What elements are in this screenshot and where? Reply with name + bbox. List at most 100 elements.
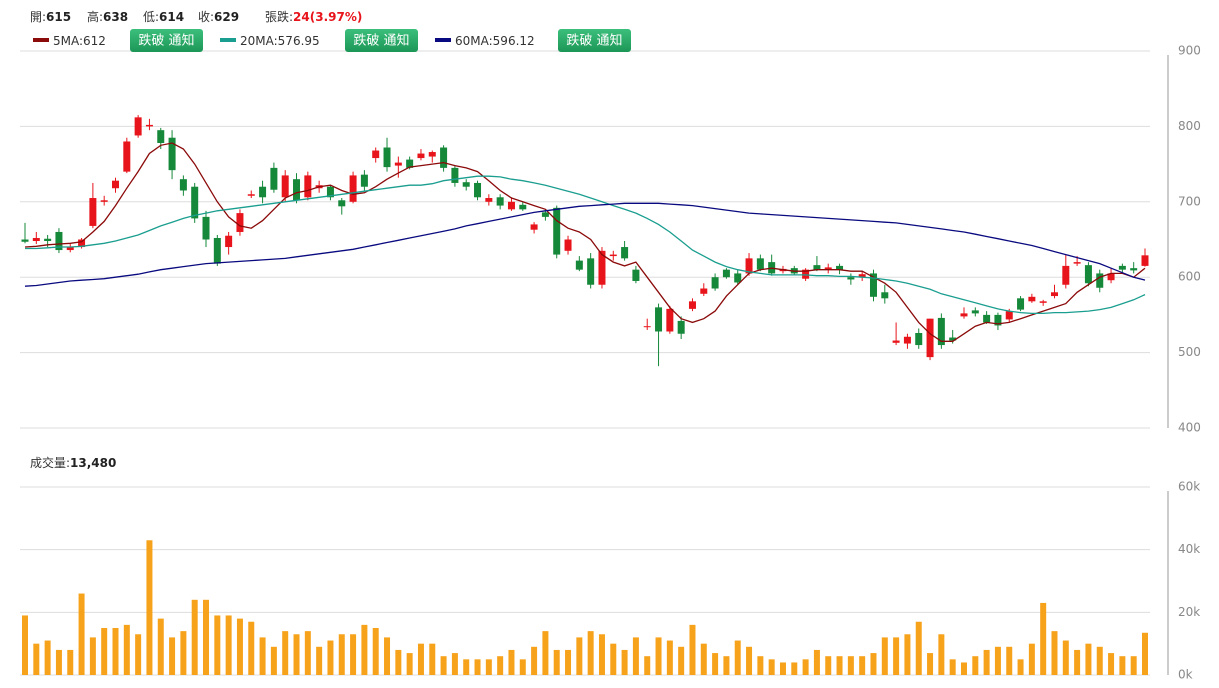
volume-bar [700,643,707,675]
candle-body [632,269,640,281]
candle-body [892,340,900,343]
candle-body [44,238,52,242]
candle-body [270,167,278,190]
alert-button[interactable]: 跌破 通知 [558,29,631,52]
volume-bar [1017,659,1024,675]
volume-bar [429,643,436,675]
quote-item: 開:615 [30,10,71,24]
candle-body [836,265,844,270]
candle-body [474,182,482,198]
quote-item: 低:614 [143,10,184,24]
candle-body [417,153,425,159]
candle-body [1039,301,1047,303]
volume-bar [870,653,877,675]
alert-button[interactable]: 跌破 通知 [130,29,203,52]
candle-body [881,292,889,299]
volume-bar [157,618,164,675]
volume-bar [1108,653,1115,675]
volume-bar [779,662,786,675]
volume-bar [474,659,481,675]
volume-bar [304,631,311,675]
legend-label: 20MA:576.95 [240,34,320,48]
volume-bar [768,659,775,675]
candle-body [971,310,979,314]
volume-bar [949,659,956,675]
button-bg [130,29,203,52]
volume-bar [531,646,538,675]
volume-bar [203,599,210,675]
candle-body [609,254,617,257]
volume-bar [542,631,549,675]
legend-value: 576.95 [278,34,320,48]
volume-bar [44,640,51,675]
volume-label: 成交量:13,480 [30,455,116,470]
volume-bar [191,599,198,675]
candle-body [326,186,334,198]
candle-body [643,326,651,328]
ma-line [25,175,1146,315]
volume-bar [1006,646,1013,675]
candle-body [745,258,753,274]
volume-bar [1085,643,1092,675]
y-tick-label: 400 [1178,421,1201,435]
y-tick-label: 40k [1178,542,1200,556]
volume-bar [904,634,911,675]
volume-bar [587,631,594,675]
volume-bar [259,637,266,675]
volume-bar [881,637,888,675]
volume-bar [248,621,255,675]
quote-label: 張跌: [265,9,293,24]
candle-body [451,167,459,183]
volume-bar [372,628,379,675]
volume-bar [417,643,424,675]
volume-bar [67,649,74,675]
candle-body [903,336,911,344]
volume-bar [123,624,130,675]
volume-bar [938,634,945,675]
candle-body [824,267,832,270]
candle-body [1028,296,1036,302]
quote-value: 638 [103,10,128,24]
volume-bar [169,637,176,675]
volume-bar [327,640,334,675]
volume-bar [598,634,605,675]
volume-bar [893,637,900,675]
candle-body [225,235,233,248]
volume-bar [384,637,391,675]
volume-bar [757,656,764,675]
quote-item: 收:629 [198,10,239,24]
volume-bar [791,662,798,675]
candle-body [858,274,866,278]
candle-body [462,182,470,187]
quote-label: 低: [143,10,159,24]
candle-body [575,260,583,270]
volume-bar [282,631,289,675]
volume-bar [519,659,526,675]
candle-body [55,231,63,251]
alert-button[interactable]: 跌破 通知 [345,29,418,52]
candle-body [587,258,595,285]
candle-body [247,194,255,196]
candle-body [802,269,810,279]
volume-bar [610,643,617,675]
quote-item: 張跌:24(3.97%) [265,9,362,24]
candle-body [1141,255,1149,266]
candle-body [428,152,436,157]
candle-body [191,186,199,219]
candle-body [869,273,877,297]
volume-bar [1062,640,1069,675]
candle-body [1005,311,1013,320]
candle-body [383,147,391,168]
legend-label: 5MA:612 [53,34,106,48]
volume-bar [350,634,357,675]
candle-body [994,314,1002,326]
quote-value: 629 [214,10,239,24]
candle-body [89,198,97,226]
button-label: 跌破 通知 [566,33,622,49]
quote-value: 614 [159,10,184,24]
volume-bar [666,640,673,675]
volume-bar [859,656,866,675]
legend-value: 612 [83,34,106,48]
volume-value: 13,480 [70,456,116,470]
candle-body [734,273,742,283]
